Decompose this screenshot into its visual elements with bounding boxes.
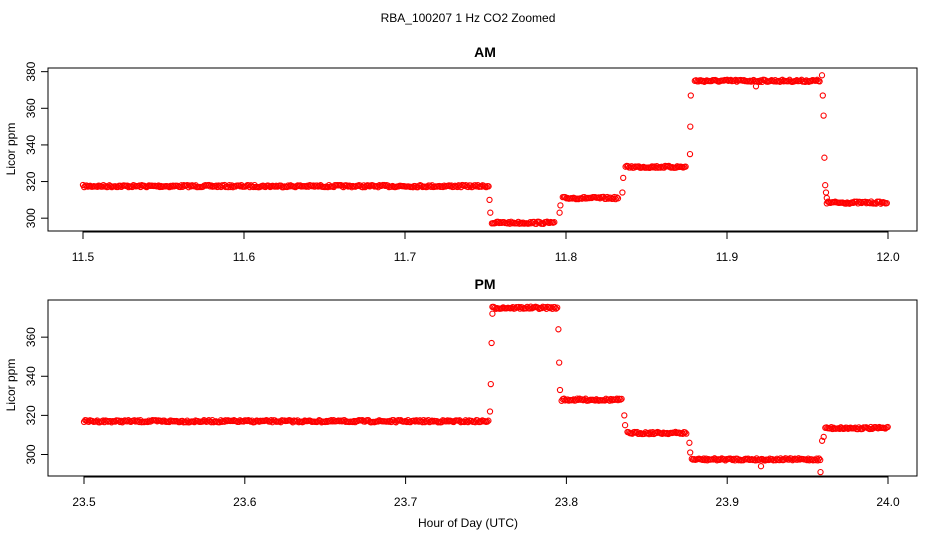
data-point [815,455,823,462]
data-point [823,194,830,202]
am-panel: AM 11.5 11.6 11.7 11.8 11.9 12.0 300 320 340 360… [4,44,918,264]
data-point [486,408,494,415]
x-tick-label: 23.6 [233,495,257,509]
plot-frame [47,67,918,232]
data-point [817,468,824,476]
pm-panel: PM 23.5 23.6 23.7 23.8 23.9 24.0 300 320 340 360… [4,276,918,509]
x-tick-label: 11.9 [716,250,739,264]
data-points [80,303,891,476]
data-point [822,182,829,189]
data-point [687,123,694,130]
data-point [618,395,625,403]
data-point [554,304,561,311]
data-point [812,77,820,84]
plot-frame [47,299,918,477]
data-point [486,196,493,204]
data-point [551,219,558,226]
y-tick-label: 320 [24,405,38,425]
data-point [485,183,492,190]
data-point [821,154,828,161]
data-points [79,72,890,227]
data-point [487,209,494,216]
data-point [884,423,891,431]
y-axis-label: Licor ppm [4,359,18,412]
figure-title: RBA_100207 1 Hz CO2 Zoomed [381,11,556,25]
data-point [556,386,564,394]
y-axis-label: Licor ppm [4,123,18,176]
x-tick-label: 11.5 [72,250,95,264]
data-point [619,189,626,196]
data-point [752,83,760,90]
y-tick-label: 300 [24,444,38,464]
data-point [614,396,622,404]
data-point [818,437,826,444]
x-tick-label: 23.7 [394,495,418,509]
data-point [555,326,562,333]
x-tick-label: 24.0 [876,495,900,509]
y-tick-label: 320 [24,171,38,191]
data-point [883,199,890,207]
data-point [551,304,558,311]
x-tick-label: 23.5 [72,495,96,509]
data-point [613,194,620,201]
x-tick-label: 11.8 [555,250,578,264]
x-tick-label: 11.6 [233,250,256,264]
data-point [682,163,689,170]
x-axis: 11.5 11.6 11.7 11.8 11.9 12.0 [72,231,900,264]
data-point [820,112,827,119]
data-point [687,449,694,456]
data-point [552,305,560,312]
data-point [818,72,826,79]
data-point [556,209,563,216]
y-tick-label: 360 [24,327,38,347]
x-tick-label: 23.8 [555,495,579,509]
data-point [819,92,826,99]
data-point [683,430,690,437]
data-point [621,412,628,419]
data-point [488,339,495,347]
data-point [686,439,693,446]
x-tick-label: 11.7 [394,250,417,264]
panel-title: AM [474,44,496,60]
x-tick-label: 23.9 [716,495,740,509]
y-axis: 300 320 340 360 [24,327,49,465]
y-tick-label: 380 [24,61,38,81]
data-point [487,380,494,388]
x-tick-label: 12.0 [876,250,900,264]
y-tick-label: 340 [24,366,38,386]
data-point [614,195,622,202]
data-point [681,429,689,436]
data-point [489,310,496,317]
data-point [686,150,694,158]
data-point [620,174,627,182]
data-point [820,433,827,441]
panel-title: PM [475,276,496,292]
data-point [484,418,491,425]
y-tick-label: 360 [24,98,38,118]
data-point [817,456,824,464]
y-tick-label: 300 [24,208,38,228]
data-point [757,463,765,470]
y-axis: 300 320 340 360 380 [24,61,49,228]
data-point [557,202,564,209]
data-point [816,78,823,85]
data-point [822,189,830,196]
x-axis-label: Hour of Day (UTC) [418,516,518,530]
y-tick-label: 340 [24,135,38,155]
x-axis: 23.5 23.6 23.7 23.8 23.9 24.0 [72,476,900,509]
data-point [556,359,563,366]
data-point [687,92,694,99]
data-point [485,417,492,424]
data-point [621,422,629,429]
